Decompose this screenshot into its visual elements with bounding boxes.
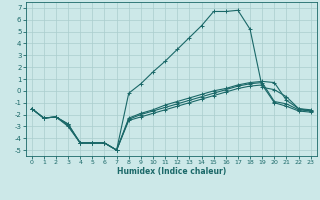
X-axis label: Humidex (Indice chaleur): Humidex (Indice chaleur) [116,167,226,176]
